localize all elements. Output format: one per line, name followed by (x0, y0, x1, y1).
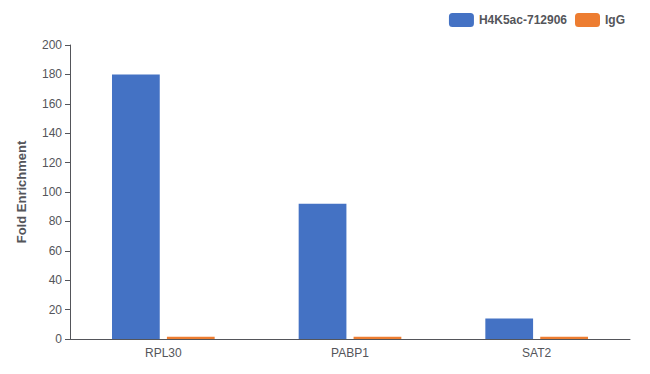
svg-text:40: 40 (49, 273, 63, 287)
svg-text:120: 120 (42, 156, 62, 170)
svg-text:100: 100 (42, 185, 62, 199)
svg-text:180: 180 (42, 67, 62, 81)
svg-text:PABP1: PABP1 (331, 346, 369, 360)
svg-text:IgG: IgG (605, 13, 625, 27)
svg-text:140: 140 (42, 126, 62, 140)
svg-text:80: 80 (49, 214, 63, 228)
svg-text:20: 20 (49, 303, 63, 317)
svg-text:160: 160 (42, 97, 62, 111)
svg-text:200: 200 (42, 38, 62, 52)
svg-text:RPL30: RPL30 (145, 346, 182, 360)
svg-text:SAT2: SAT2 (522, 346, 551, 360)
svg-text:H4K5ac-712906: H4K5ac-712906 (479, 13, 567, 27)
svg-text:60: 60 (49, 244, 63, 258)
svg-text:0: 0 (55, 332, 62, 346)
svg-text:Fold Enrichment: Fold Enrichment (14, 140, 29, 243)
